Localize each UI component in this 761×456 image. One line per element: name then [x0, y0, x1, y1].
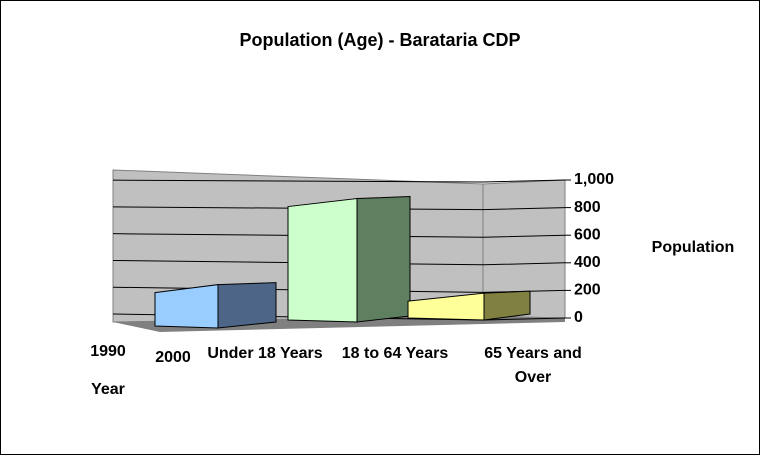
x-tick-label: 18 to 64 Years: [341, 345, 449, 362]
chart-title: Population (Age) - Barataria CDP: [239, 30, 520, 50]
grid-line: [112, 206, 566, 211]
bar-front: [154, 284, 219, 329]
grid-line: [112, 233, 566, 238]
bar-side: [483, 290, 531, 321]
floor: [113, 316, 565, 332]
bar-front: [287, 197, 358, 323]
x-tick-label: Under 18 Years: [207, 345, 323, 362]
y-tick-label: 0: [574, 309, 583, 326]
y-tick-label: 400: [574, 254, 601, 271]
x-tick-label: 65 Years and Over: [484, 345, 582, 386]
bar-side: [356, 196, 411, 323]
depth-label: 1990: [90, 343, 126, 360]
grid-line: [112, 179, 566, 183]
grid-line: [112, 259, 566, 266]
y-axis-title: Population: [652, 239, 735, 256]
x-axis-title: Year: [91, 381, 125, 398]
depth-label: 2000: [155, 349, 191, 366]
y-tick-label: 800: [574, 199, 601, 216]
y-tick-label: 600: [574, 226, 601, 243]
y-tick-label: 200: [574, 282, 601, 299]
y-tick-label: 1,000: [574, 171, 614, 188]
bar-side: [217, 282, 277, 329]
